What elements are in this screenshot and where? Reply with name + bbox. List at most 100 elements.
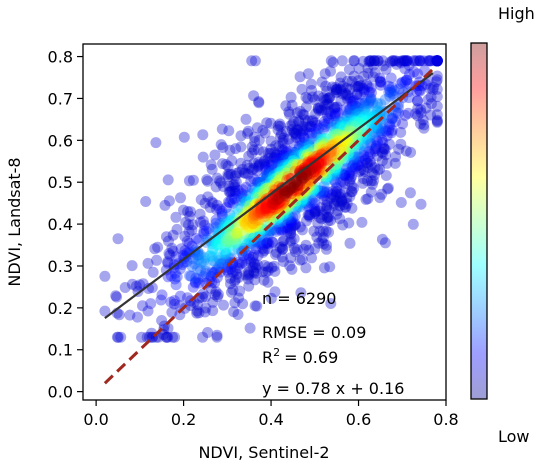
scatter-point xyxy=(290,157,301,169)
scatter-point xyxy=(393,83,405,95)
scatter-point xyxy=(380,149,392,161)
scatter-point xyxy=(167,331,179,343)
scatter-point xyxy=(283,106,295,118)
scatter-point xyxy=(362,109,374,121)
scatter-point xyxy=(187,174,199,186)
scatter-point xyxy=(232,203,244,215)
scatter-point xyxy=(242,222,254,234)
scatter-point xyxy=(206,196,218,208)
scatter-point xyxy=(288,152,300,164)
scatter-point xyxy=(183,219,194,231)
scatter-point xyxy=(282,221,294,233)
scatter-point xyxy=(327,185,339,197)
scatter-point xyxy=(361,157,373,169)
scatter-point xyxy=(285,228,297,240)
scatter-point xyxy=(187,253,199,265)
scatter-point xyxy=(275,223,287,235)
scatter-point xyxy=(304,174,316,186)
scatter-point xyxy=(305,175,316,187)
scatter-point xyxy=(287,118,298,130)
scatter-point xyxy=(295,287,307,299)
scatter-point xyxy=(288,155,300,167)
scatter-point xyxy=(205,159,217,171)
scatter-point xyxy=(344,92,356,104)
scatter-point xyxy=(401,74,412,86)
scatter-point xyxy=(401,55,413,67)
scatter-point xyxy=(258,146,269,158)
scatter-point xyxy=(248,239,260,251)
scatter-point xyxy=(358,97,370,109)
scatter-point xyxy=(300,178,311,189)
scatter-point xyxy=(405,146,417,158)
scatter-point xyxy=(415,104,427,116)
scatter-point xyxy=(412,68,424,80)
scatter-point xyxy=(301,149,313,161)
scatter-point xyxy=(224,226,236,238)
scatter-point xyxy=(303,201,315,212)
scatter-point xyxy=(376,146,388,158)
scatter-point xyxy=(378,142,390,154)
scatter-point xyxy=(207,305,219,317)
scatter-point xyxy=(287,158,299,170)
scatter-point xyxy=(329,108,341,120)
scatter-point xyxy=(257,124,269,136)
scatter-point xyxy=(356,137,368,149)
scatter-point xyxy=(198,228,210,239)
x-tick-label: 0.4 xyxy=(258,410,283,429)
scatter-point xyxy=(299,114,311,126)
scatter-point xyxy=(241,239,253,251)
scatter-point xyxy=(365,186,377,198)
scatter-point xyxy=(311,231,323,243)
scatter-point xyxy=(258,156,270,168)
scatter-point xyxy=(174,290,186,302)
scatter-point xyxy=(223,236,234,248)
scatter-point xyxy=(246,222,258,233)
scatter-point xyxy=(431,115,443,127)
scatter-point xyxy=(431,55,443,67)
scatter-point xyxy=(309,207,321,219)
scatter-point xyxy=(278,196,289,208)
scatter-point xyxy=(401,55,413,67)
scatter-point xyxy=(247,218,258,230)
scatter-point xyxy=(339,178,351,190)
scatter-point xyxy=(251,191,262,203)
scatter-point xyxy=(279,199,291,211)
scatter-point xyxy=(288,127,300,139)
scatter-point xyxy=(384,90,396,102)
scatter-point xyxy=(262,219,274,231)
scatter-point xyxy=(292,148,304,160)
scatter-point xyxy=(253,96,265,108)
scatter-point xyxy=(334,213,346,225)
scatter-point xyxy=(276,144,288,156)
scatter-point xyxy=(341,156,353,168)
scatter-point xyxy=(333,135,345,147)
scatter-point xyxy=(344,166,356,178)
scatter-point xyxy=(287,149,298,161)
scatter-point xyxy=(249,184,260,196)
scatter-point xyxy=(343,147,355,159)
scatter-point xyxy=(351,102,363,114)
scatter-point xyxy=(343,104,355,116)
scatter-point xyxy=(212,291,223,303)
scatter-point xyxy=(265,292,277,304)
scatter-point xyxy=(186,224,198,236)
scatter-point xyxy=(335,121,347,133)
scatter-point xyxy=(367,59,379,71)
scatter-point xyxy=(192,249,204,261)
scatter-point xyxy=(328,120,339,132)
scatter-point xyxy=(423,55,435,67)
scatter-point xyxy=(335,95,347,107)
scatter-point xyxy=(395,138,407,150)
scatter-point xyxy=(307,91,319,103)
scatter-point xyxy=(250,243,262,255)
scatter-point xyxy=(213,247,225,259)
scatter-point xyxy=(400,145,412,157)
scatter-point xyxy=(339,135,351,147)
scatter-point xyxy=(279,202,291,214)
scatter-point xyxy=(258,207,270,219)
scatter-point xyxy=(329,176,341,188)
scatter-point xyxy=(254,158,266,170)
scatter-point xyxy=(243,249,254,261)
scatter-point xyxy=(323,211,335,223)
scatter-point xyxy=(145,298,157,310)
